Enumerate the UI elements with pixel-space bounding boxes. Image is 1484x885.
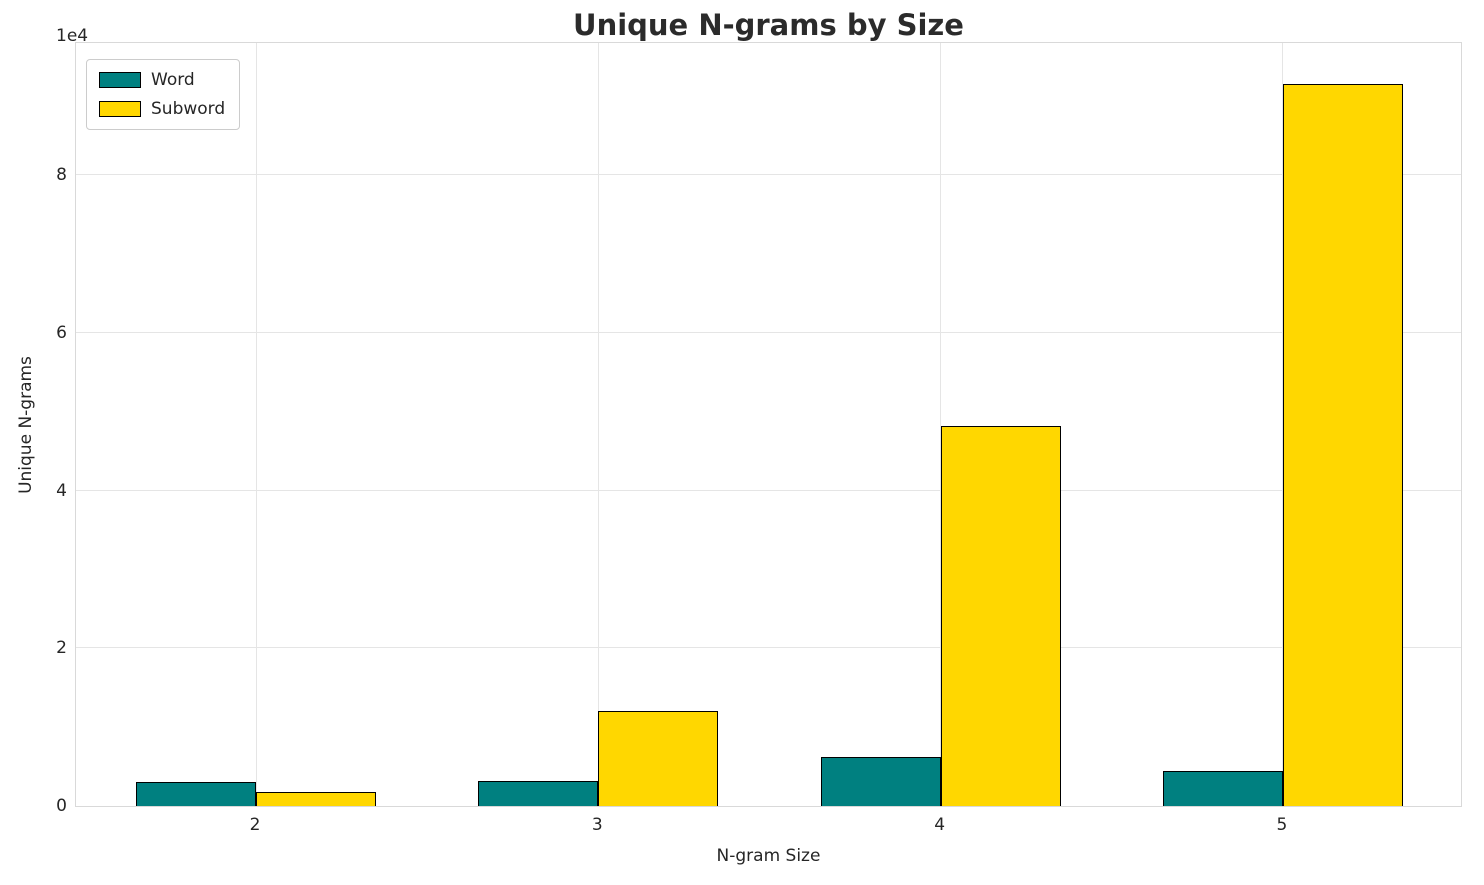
h-gridline xyxy=(76,489,1461,491)
v-gridline xyxy=(940,43,942,806)
y-tick-label: 2 xyxy=(56,638,67,659)
y-axis-label: Unique N-grams xyxy=(16,356,36,494)
h-gridline xyxy=(76,647,1461,649)
x-tick-label: 4 xyxy=(934,815,946,835)
legend-item-word: Word xyxy=(99,70,225,90)
x-tick-label: 5 xyxy=(1276,815,1288,835)
legend-item-subword: Subword xyxy=(99,99,225,119)
v-gridline xyxy=(597,43,599,806)
h-gridline xyxy=(76,174,1461,176)
y-tick-label: 4 xyxy=(56,480,67,501)
bar-word-4 xyxy=(820,757,941,806)
x-axis-label: N-gram Size xyxy=(716,846,821,866)
word-series-swatch xyxy=(99,72,141,88)
subword-series-swatch xyxy=(99,101,141,117)
bar-word-5 xyxy=(1162,770,1283,806)
y-tick-label: 8 xyxy=(56,165,67,186)
h-gridline xyxy=(76,331,1461,333)
x-tick-label: 2 xyxy=(249,815,261,835)
bar-word-2 xyxy=(135,782,257,806)
v-gridline xyxy=(255,43,257,806)
bar-word-3 xyxy=(478,780,599,806)
legend-label-subword: Subword xyxy=(151,99,226,119)
y-tick-label: 0 xyxy=(56,796,67,816)
plot-area: Word Subword xyxy=(75,42,1462,807)
x-tick-label: 3 xyxy=(591,815,603,835)
bar-subword-2 xyxy=(256,791,377,806)
bar-subword-3 xyxy=(598,711,719,806)
bar-subword-5 xyxy=(1282,84,1404,806)
y-axis-offset-label: 1e4 xyxy=(56,26,89,46)
chart-title: Unique N-grams by Size xyxy=(573,8,964,42)
legend-label-word: Word xyxy=(151,70,195,90)
y-tick-label: 6 xyxy=(56,322,67,343)
legend: Word Subword xyxy=(86,59,241,130)
bar-subword-4 xyxy=(940,425,1061,806)
